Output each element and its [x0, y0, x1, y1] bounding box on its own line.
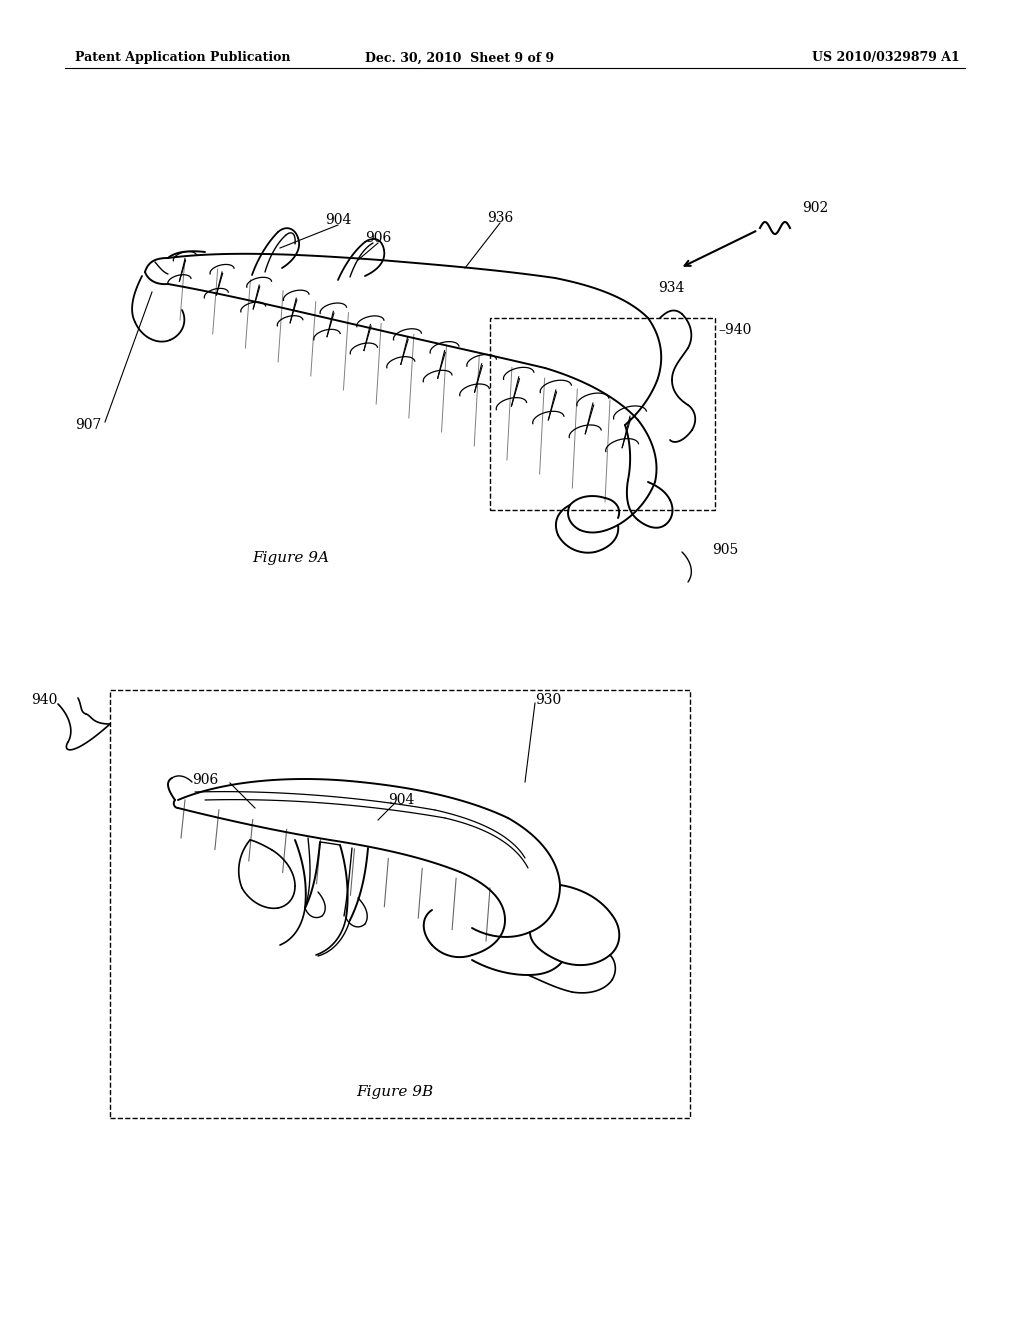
Text: 904: 904	[325, 213, 351, 227]
Text: Patent Application Publication: Patent Application Publication	[75, 51, 291, 65]
Text: 930: 930	[535, 693, 561, 708]
Text: 907: 907	[75, 418, 101, 432]
Text: Figure 9B: Figure 9B	[356, 1085, 433, 1100]
Text: 906: 906	[365, 231, 391, 246]
Text: 936: 936	[486, 211, 513, 224]
Text: Dec. 30, 2010  Sheet 9 of 9: Dec. 30, 2010 Sheet 9 of 9	[366, 51, 555, 65]
Text: 905: 905	[712, 543, 738, 557]
Text: 902: 902	[802, 201, 828, 215]
Text: Figure 9A: Figure 9A	[252, 550, 329, 565]
Text: 906: 906	[191, 774, 218, 787]
Bar	[110, 690, 690, 1118]
Text: US 2010/0329879 A1: US 2010/0329879 A1	[812, 51, 961, 65]
Bar	[490, 318, 715, 510]
Text: 904: 904	[388, 793, 415, 807]
Text: 940: 940	[32, 693, 58, 708]
Text: –940: –940	[718, 323, 752, 337]
Text: 934: 934	[658, 281, 684, 294]
